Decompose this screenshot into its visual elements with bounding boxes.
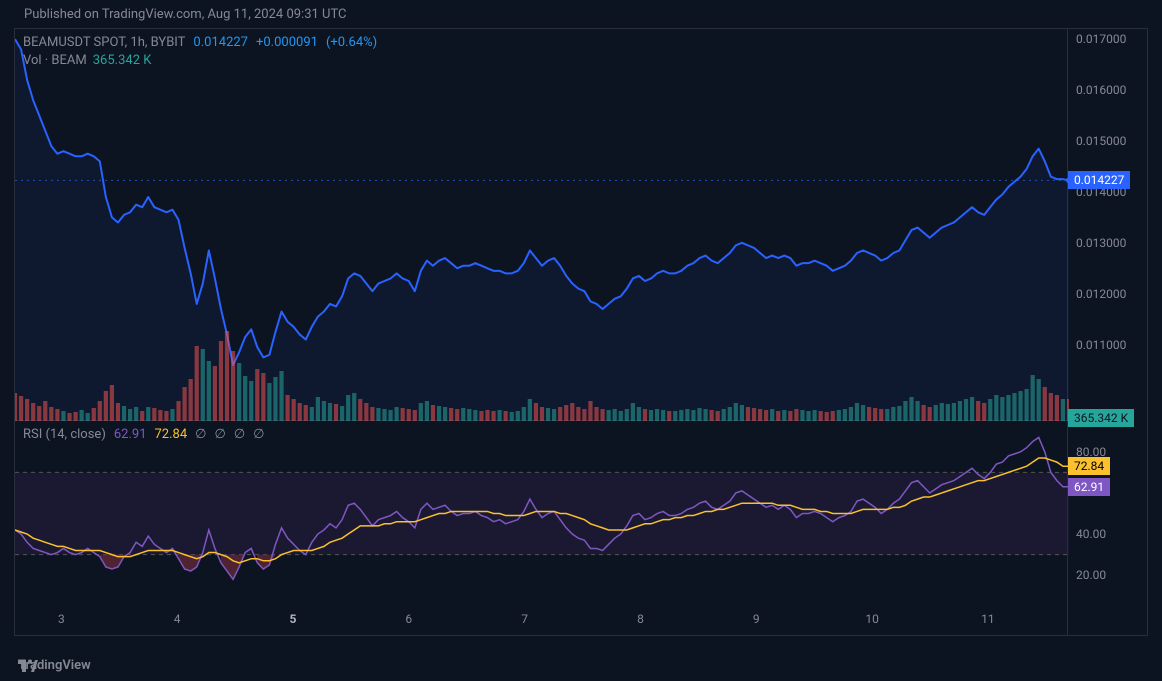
price-tick-label: 0.013000 [1076,236,1126,250]
volume-value: 365.342 K [93,53,152,68]
time-axis: 3 4 5 6 7 8 9 10 11 [15,606,1067,636]
time-tick-label: 6 [405,612,412,626]
volume-legend: Vol · BEAM 365.342 K [23,53,151,68]
publish-header: Published on TradingView.com, Aug 11, 20… [24,7,347,22]
price-pane[interactable]: BEAMUSDT SPOT, 1h, BYBIT 0.014227 +0.000… [15,29,1067,421]
rsi-signal-value: 72.84 [155,427,188,442]
time-tick-label: 11 [981,612,995,626]
price-chart-svg [15,29,1069,421]
time-tick-label: 3 [58,612,65,626]
rsi-empty-3: ∅ [234,427,245,442]
price-tick-label: 0.011000 [1076,338,1126,352]
symbol-legend: BEAMUSDT SPOT, 1h, BYBIT 0.014227 +0.000… [23,35,377,50]
price-tick-label: 0.012000 [1076,287,1126,301]
time-tick-label: 9 [753,612,760,626]
price-axis: 0.0110000.0120000.0130000.0140000.015000… [1068,28,1148,636]
price-change: +0.000091 [256,35,318,50]
rsi-empty-4: ∅ [253,427,264,442]
symbol-text: BEAMUSDT SPOT, 1h, BYBIT [23,35,185,50]
rsi-value-badge: 62.91 [1068,478,1110,496]
rsi-empty-2: ∅ [214,427,225,442]
volume-badge: 365.342 K [1068,409,1134,427]
price-change-pct: (+0.64%) [326,35,377,50]
volume-label: Vol · BEAM [23,53,87,68]
time-tick-label: 10 [865,612,879,626]
rsi-tick-label: 40.00 [1076,527,1106,541]
price-tick-label: 0.016000 [1076,83,1126,97]
tradingview-logo-icon [18,658,38,672]
last-price: 0.014227 [193,35,248,50]
chart-container: BEAMUSDT SPOT, 1h, BYBIT 0.014227 +0.000… [14,28,1068,636]
time-tick-label: 5 [290,612,297,626]
rsi-tick-label: 20.00 [1076,568,1106,582]
rsi-chart-svg [15,421,1069,606]
rsi-empty-1: ∅ [195,427,206,442]
last-price-badge: 0.014227 [1068,171,1130,189]
rsi-label: RSI (14, close) [23,427,106,442]
rsi-value: 62.91 [114,427,147,442]
price-tick-label: 0.017000 [1076,32,1126,46]
rsi-pane[interactable]: RSI (14, close) 62.91 72.84 ∅ ∅ ∅ ∅ [15,421,1067,606]
rsi-legend: RSI (14, close) 62.91 72.84 ∅ ∅ ∅ ∅ [23,427,264,442]
publish-text: Published on TradingView.com, Aug 11, 20… [24,7,347,22]
time-tick-label: 7 [521,612,528,626]
rsi-signal-badge: 72.84 [1068,457,1110,475]
price-tick-label: 0.015000 [1076,134,1126,148]
time-tick-label: 8 [637,612,644,626]
time-tick-label: 4 [174,612,181,626]
tradingview-watermark: TradingView [18,658,91,673]
